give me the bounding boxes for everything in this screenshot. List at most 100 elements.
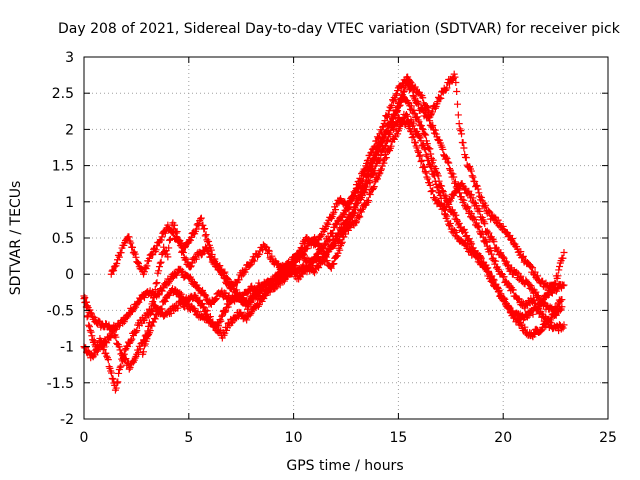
data-point bbox=[538, 313, 546, 321]
data-point bbox=[253, 292, 261, 300]
data-point bbox=[475, 189, 483, 197]
data-point bbox=[423, 104, 431, 112]
data-point bbox=[236, 291, 244, 299]
data-point bbox=[287, 264, 295, 272]
data-point bbox=[463, 203, 471, 211]
data-point bbox=[510, 311, 518, 319]
data-point bbox=[452, 211, 460, 219]
data-point bbox=[107, 270, 115, 278]
data-point bbox=[428, 108, 436, 116]
data-point bbox=[94, 344, 102, 352]
data-point bbox=[172, 229, 180, 237]
data-point bbox=[290, 258, 298, 266]
data-point bbox=[378, 123, 386, 131]
data-point bbox=[157, 236, 165, 244]
data-point bbox=[500, 294, 508, 302]
y-tick-label: 2.5 bbox=[52, 86, 74, 102]
data-point bbox=[440, 191, 448, 199]
y-tick-label: -1 bbox=[60, 340, 74, 356]
data-point bbox=[264, 246, 272, 254]
chart-title: Day 208 of 2021, Sidereal Day-to-day VTE… bbox=[58, 21, 621, 37]
data-point bbox=[266, 254, 274, 262]
data-point bbox=[426, 145, 434, 153]
data-point bbox=[82, 344, 90, 352]
data-point bbox=[83, 313, 91, 321]
data-point bbox=[217, 317, 225, 325]
data-point bbox=[146, 309, 154, 317]
data-point bbox=[544, 286, 552, 294]
data-point bbox=[207, 253, 215, 261]
data-point bbox=[469, 215, 477, 223]
data-point bbox=[374, 147, 382, 155]
data-point bbox=[553, 285, 561, 293]
data-point bbox=[560, 248, 568, 256]
data-point bbox=[433, 168, 441, 176]
data-point bbox=[155, 263, 163, 271]
data-point bbox=[152, 280, 160, 288]
data-point bbox=[455, 219, 463, 227]
data-point bbox=[191, 306, 199, 314]
data-point bbox=[437, 94, 445, 102]
data-point bbox=[467, 167, 475, 175]
data-point bbox=[365, 197, 373, 205]
data-point bbox=[525, 312, 533, 320]
data-point bbox=[241, 297, 249, 305]
data-point bbox=[103, 352, 111, 360]
data-point bbox=[126, 364, 134, 372]
data-point bbox=[133, 300, 141, 308]
data-point bbox=[342, 200, 350, 208]
data-point bbox=[560, 321, 568, 329]
data-point bbox=[499, 253, 507, 261]
data-point bbox=[179, 247, 187, 255]
data-point bbox=[383, 138, 391, 146]
data-point bbox=[485, 208, 493, 216]
data-point bbox=[414, 147, 422, 155]
data-point bbox=[494, 216, 502, 224]
data-point bbox=[420, 163, 428, 171]
data-point bbox=[271, 284, 279, 292]
data-point bbox=[361, 167, 369, 175]
data-point bbox=[201, 225, 209, 233]
data-point bbox=[131, 354, 139, 362]
data-point bbox=[315, 236, 323, 244]
data-point bbox=[529, 264, 537, 272]
data-point bbox=[418, 156, 426, 164]
x-tick-label: 0 bbox=[80, 430, 89, 446]
data-point bbox=[503, 261, 511, 269]
data-point bbox=[321, 226, 329, 234]
data-point bbox=[157, 258, 165, 266]
data-point bbox=[401, 79, 409, 87]
data-point bbox=[295, 251, 303, 259]
data-point bbox=[352, 218, 360, 226]
data-point bbox=[469, 194, 477, 202]
data-point bbox=[140, 294, 148, 302]
data-point bbox=[98, 338, 106, 346]
data-point bbox=[527, 282, 535, 290]
data-point bbox=[472, 181, 480, 189]
data-point bbox=[110, 332, 118, 340]
data-point bbox=[485, 229, 493, 237]
y-tick-label: -1.5 bbox=[47, 376, 74, 392]
data-point bbox=[394, 107, 402, 115]
data-point bbox=[509, 286, 517, 294]
data-point bbox=[129, 332, 137, 340]
data-point bbox=[399, 88, 407, 96]
data-point bbox=[446, 219, 454, 227]
data-point bbox=[531, 300, 539, 308]
data-point bbox=[350, 188, 358, 196]
data-point bbox=[449, 225, 457, 233]
data-point bbox=[91, 351, 99, 359]
x-tick-labels: 0 5 10 15 20 25 bbox=[80, 430, 617, 446]
data-point bbox=[247, 309, 255, 317]
data-point bbox=[439, 188, 447, 196]
data-point bbox=[125, 365, 133, 373]
data-point bbox=[161, 297, 169, 305]
data-point bbox=[379, 122, 387, 130]
data-point bbox=[356, 213, 364, 221]
y-tick-label: 2 bbox=[65, 122, 74, 138]
data-point bbox=[151, 315, 159, 323]
data-point bbox=[149, 298, 157, 306]
data-point bbox=[357, 206, 365, 214]
grid bbox=[84, 57, 608, 419]
data-point bbox=[233, 314, 241, 322]
